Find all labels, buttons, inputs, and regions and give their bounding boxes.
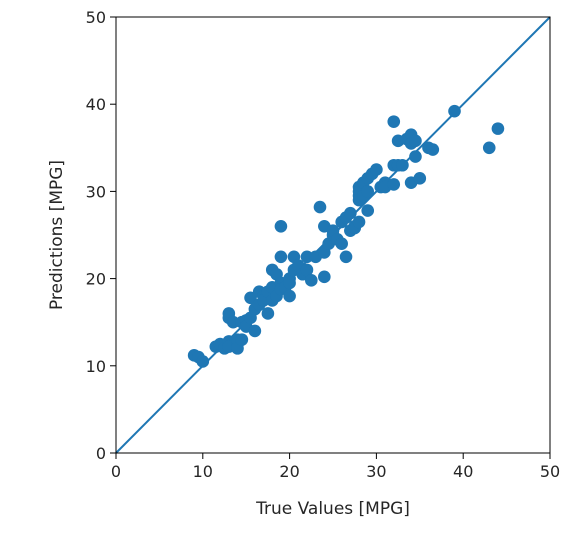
data-point: [387, 115, 401, 128]
data-point: [409, 150, 422, 163]
x-tick-label: 30: [366, 462, 386, 481]
x-tick-label: 0: [111, 462, 121, 481]
data-point: [274, 250, 288, 264]
data-point: [300, 250, 314, 264]
x-axis-label: True Values [MPG]: [255, 499, 410, 519]
y-tick-label: 0: [96, 444, 106, 463]
data-point: [448, 104, 461, 118]
y-axis-label: Predictions [MPG]: [47, 160, 67, 310]
data-point: [396, 158, 409, 172]
data-point: [318, 270, 331, 284]
data-point: [413, 172, 427, 185]
y-tick-label: 10: [86, 357, 106, 376]
x-tick-label: 10: [193, 462, 213, 481]
y-tick-label: 50: [86, 8, 106, 27]
x-tick-label: 20: [279, 462, 299, 481]
data-point: [426, 143, 440, 156]
data-point: [300, 263, 314, 277]
data-point: [248, 324, 262, 338]
x-tick-label: 40: [453, 462, 473, 481]
axis-ticks: 0 10 20 30 40 50 0 10 20 30 40 50: [86, 8, 561, 481]
data-point: [335, 237, 348, 251]
data-point: [491, 122, 505, 135]
data-point: [361, 185, 375, 198]
data-point: [274, 219, 288, 233]
y-tick-label: 30: [86, 182, 106, 201]
x-tick-label: 50: [540, 462, 560, 481]
data-point: [235, 333, 249, 346]
data-point: [482, 141, 496, 155]
data-point: [387, 178, 401, 191]
data-point: [196, 355, 210, 368]
data-point: [370, 163, 383, 176]
y-tick-label: 40: [86, 95, 106, 114]
y-tick-label: 20: [86, 270, 106, 289]
plot-area: [115, 16, 551, 454]
data-point: [352, 215, 366, 229]
data-point: [283, 289, 296, 303]
data-point: [409, 134, 422, 148]
data-point: [339, 250, 353, 264]
data-point: [261, 307, 275, 320]
data-point: [283, 276, 296, 290]
data-point: [305, 274, 318, 287]
data-point: [361, 204, 375, 217]
plot-frame: [115, 16, 551, 454]
data-point: [226, 315, 240, 329]
data-point: [344, 206, 357, 220]
data-point: [313, 200, 327, 214]
